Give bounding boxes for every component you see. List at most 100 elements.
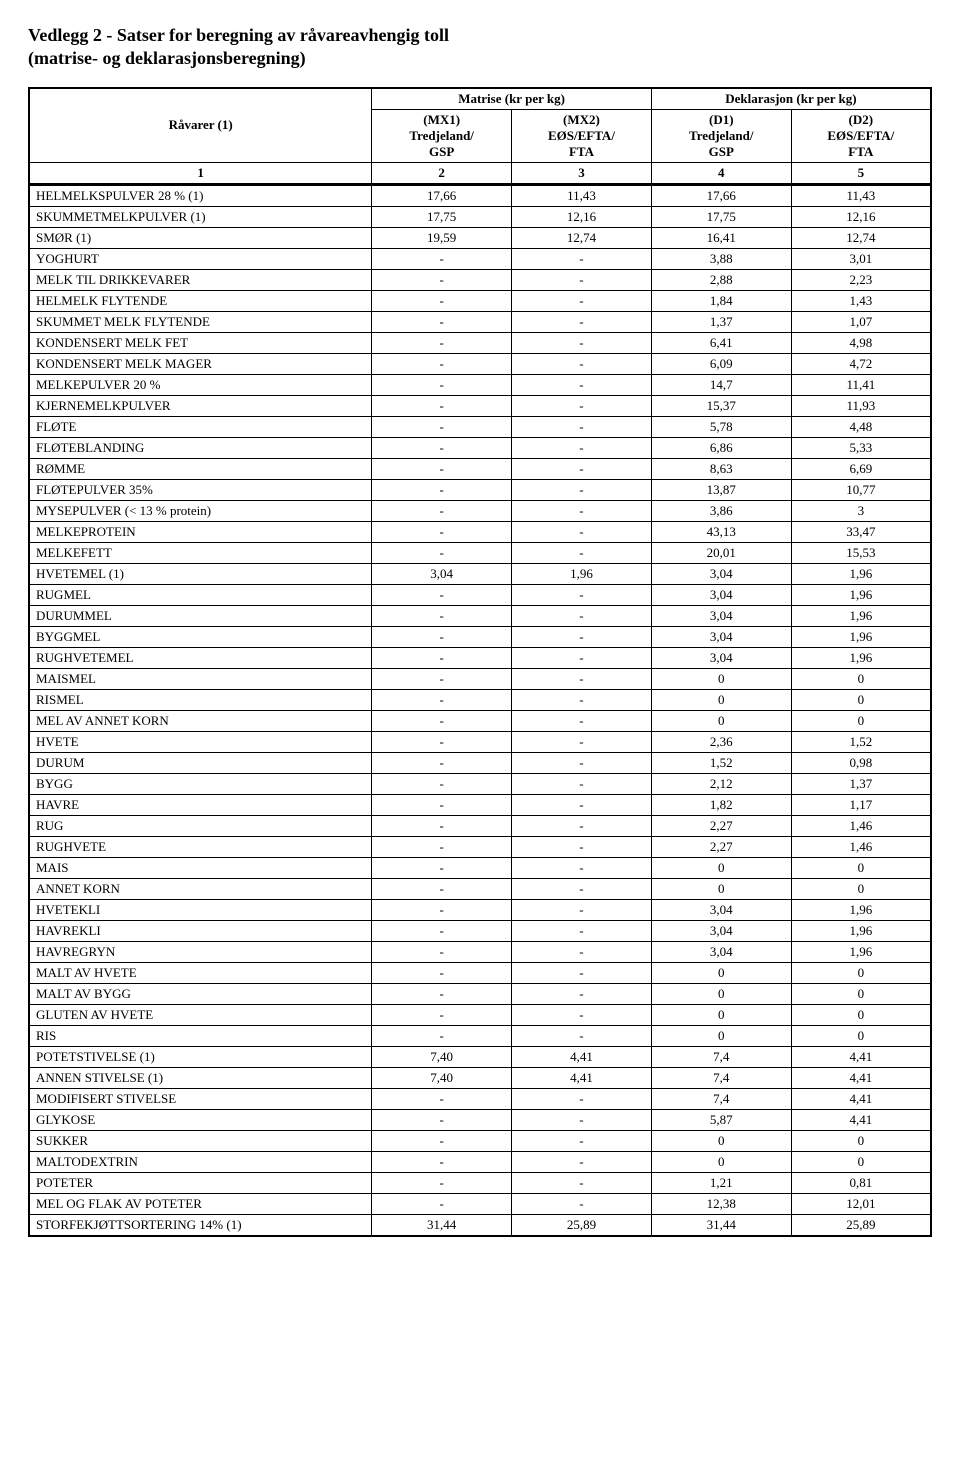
table-row: HELMELKSPULVER 28 % (1)17,6611,4317,6611… <box>29 184 931 206</box>
row-value: - <box>372 332 512 353</box>
row-value: - <box>372 479 512 500</box>
row-value: - <box>512 794 652 815</box>
row-value: 0,98 <box>791 752 931 773</box>
row-value: - <box>512 752 652 773</box>
table-row: DURUMMEL--3,041,96 <box>29 605 931 626</box>
row-value: 0 <box>651 1025 791 1046</box>
header-mx1: (MX1) Tredjeland/ GSP <box>372 109 512 162</box>
row-name: ANNEN STIVELSE (1) <box>29 1067 372 1088</box>
row-value: 6,86 <box>651 437 791 458</box>
table-row: RUGMEL--3,041,96 <box>29 584 931 605</box>
row-value: 0 <box>791 857 931 878</box>
table-row: MALT AV HVETE--00 <box>29 962 931 983</box>
table-row: ANNET KORN--00 <box>29 878 931 899</box>
row-value: 7,4 <box>651 1046 791 1067</box>
row-value: - <box>512 248 652 269</box>
row-value: 4,41 <box>512 1067 652 1088</box>
row-value: 4,41 <box>791 1046 931 1067</box>
row-value: 43,13 <box>651 521 791 542</box>
row-value: - <box>512 1193 652 1214</box>
header-colnum-4: 4 <box>651 162 791 184</box>
table-row: KONDENSERT MELK MAGER--6,094,72 <box>29 353 931 374</box>
row-value: 1,96 <box>791 920 931 941</box>
row-name: HAVREKLI <box>29 920 372 941</box>
row-value: 20,01 <box>651 542 791 563</box>
row-value: - <box>372 1004 512 1025</box>
row-name: DURUMMEL <box>29 605 372 626</box>
row-value: - <box>512 542 652 563</box>
table-row: FLØTEBLANDING--6,865,33 <box>29 437 931 458</box>
row-value: 1,52 <box>651 752 791 773</box>
row-name: KJERNEMELKPULVER <box>29 395 372 416</box>
row-value: - <box>512 1109 652 1130</box>
row-name: MELK TIL DRIKKEVARER <box>29 269 372 290</box>
row-value: 12,01 <box>791 1193 931 1214</box>
rates-table: Råvarer (1) Matrise (kr per kg) Deklaras… <box>28 87 932 1237</box>
row-name: BYGG <box>29 773 372 794</box>
row-value: 1,96 <box>791 563 931 584</box>
row-value: - <box>372 689 512 710</box>
row-value: - <box>512 1130 652 1151</box>
row-value: - <box>512 962 652 983</box>
row-name: BYGGMEL <box>29 626 372 647</box>
row-value: 3,04 <box>372 563 512 584</box>
row-name: RUGHVETEMEL <box>29 647 372 668</box>
row-value: - <box>372 605 512 626</box>
row-value: - <box>512 815 652 836</box>
row-value: - <box>512 269 652 290</box>
row-value: 3 <box>791 500 931 521</box>
row-value: 0 <box>791 1151 931 1172</box>
row-name: MODIFISERT STIVELSE <box>29 1088 372 1109</box>
row-name: RUGMEL <box>29 584 372 605</box>
table-row: STORFEKJØTTSORTERING 14% (1)31,4425,8931… <box>29 1214 931 1236</box>
table-row: SKUMMET MELK FLYTENDE--1,371,07 <box>29 311 931 332</box>
row-name: RUG <box>29 815 372 836</box>
header-colnum-1: 1 <box>29 162 372 184</box>
row-value: 3,04 <box>651 899 791 920</box>
row-value: 0 <box>791 710 931 731</box>
table-row: MELKEPROTEIN--43,1333,47 <box>29 521 931 542</box>
row-value: 3,04 <box>651 941 791 962</box>
table-row: HVETEKLI--3,041,96 <box>29 899 931 920</box>
row-value: 3,04 <box>651 647 791 668</box>
table-row: KJERNEMELKPULVER--15,3711,93 <box>29 395 931 416</box>
row-value: 1,96 <box>791 584 931 605</box>
row-value: - <box>512 332 652 353</box>
row-value: 3,04 <box>651 626 791 647</box>
row-value: 4,41 <box>791 1109 931 1130</box>
table-row: MEL OG FLAK AV POTETER--12,3812,01 <box>29 1193 931 1214</box>
table-row: YOGHURT--3,883,01 <box>29 248 931 269</box>
row-name: MEL OG FLAK AV POTETER <box>29 1193 372 1214</box>
row-value: 3,04 <box>651 605 791 626</box>
row-name: MAIS <box>29 857 372 878</box>
row-value: 11,93 <box>791 395 931 416</box>
row-value: 0 <box>651 1004 791 1025</box>
row-value: 1,21 <box>651 1172 791 1193</box>
row-value: 31,44 <box>372 1214 512 1236</box>
row-value: - <box>512 878 652 899</box>
row-name: MYSEPULVER (< 13 % protein) <box>29 500 372 521</box>
row-value: - <box>512 773 652 794</box>
row-value: 4,41 <box>512 1046 652 1067</box>
row-value: - <box>372 710 512 731</box>
row-value: - <box>512 479 652 500</box>
row-value: - <box>372 920 512 941</box>
row-value: - <box>372 584 512 605</box>
row-value: - <box>512 920 652 941</box>
row-value: 31,44 <box>651 1214 791 1236</box>
title-line-1: Vedlegg 2 - Satser for beregning av råva… <box>28 25 449 45</box>
row-value: 11,43 <box>512 184 652 206</box>
row-name: MELKEFETT <box>29 542 372 563</box>
row-name: FLØTE <box>29 416 372 437</box>
row-value: 7,4 <box>651 1067 791 1088</box>
row-value: 2,36 <box>651 731 791 752</box>
table-row: ANNEN STIVELSE (1)7,404,417,44,41 <box>29 1067 931 1088</box>
row-value: 7,40 <box>372 1046 512 1067</box>
row-name: GLUTEN AV HVETE <box>29 1004 372 1025</box>
row-name: RØMME <box>29 458 372 479</box>
row-value: 2,27 <box>651 836 791 857</box>
row-value: 2,12 <box>651 773 791 794</box>
row-value: - <box>512 458 652 479</box>
row-name: KONDENSERT MELK MAGER <box>29 353 372 374</box>
row-name: POTETSTIVELSE (1) <box>29 1046 372 1067</box>
